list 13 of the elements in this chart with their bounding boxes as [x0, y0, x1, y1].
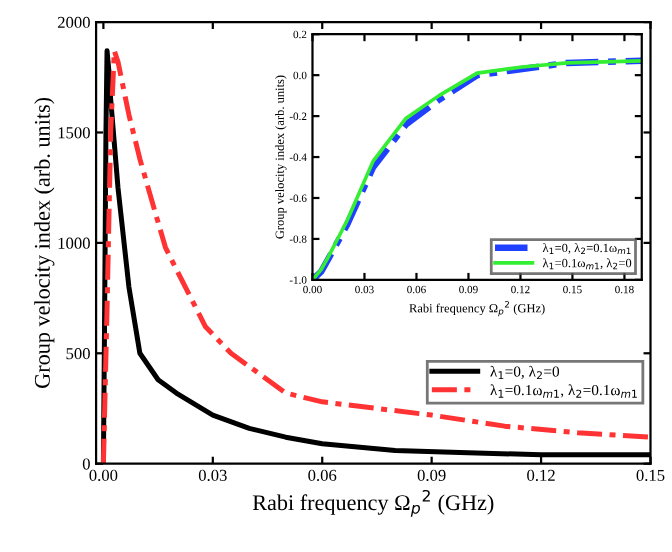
y-tick-label: 0 — [82, 458, 90, 470]
x-tick-label: 0.06 — [308, 469, 337, 482]
x-axis-title: Rabi frequency Ω$_{p}$$^{2}$ (GHz) — [252, 489, 494, 517]
x-tick-label: 0.12 — [527, 469, 555, 482]
y-tick-label: 1000 — [58, 237, 90, 249]
y-tick-label: 1500 — [58, 127, 90, 139]
x-tick-label: 0.00 — [89, 469, 118, 482]
y-axis-title: Group velocity index (arb. units) — [34, 97, 55, 388]
y-tick-label: 500 — [66, 347, 90, 360]
x-tick-label: 0.09 — [417, 469, 446, 482]
x-tick-label: 0.15 — [636, 469, 665, 482]
y-tick-label: 2000 — [57, 16, 90, 29]
x-tick-label: 0.03 — [198, 469, 227, 482]
